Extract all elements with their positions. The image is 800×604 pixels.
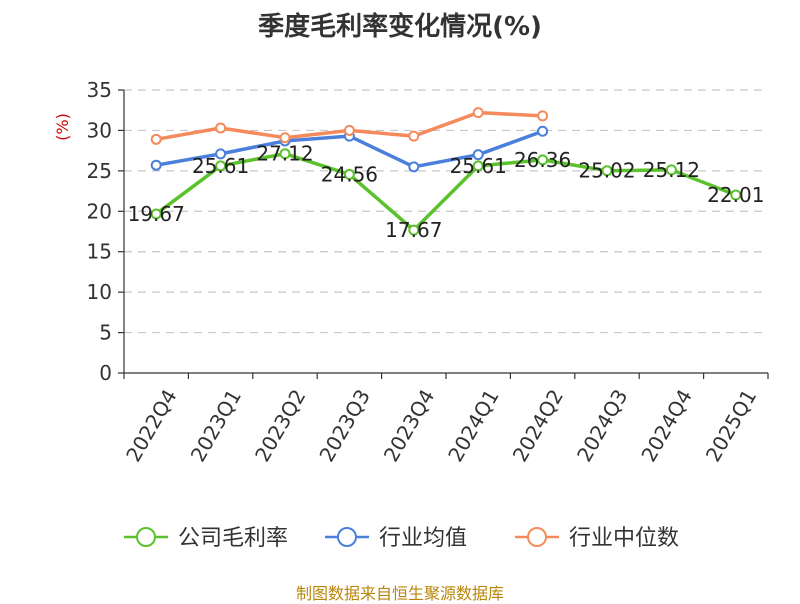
legend-item: 公司毛利率 [124,526,288,551]
data-point [408,130,420,142]
data-point [537,110,549,122]
data-label: 24.56 [321,162,378,186]
x-tick-label: 2022Q4 [121,385,181,466]
chart-title: 季度毛利率变化情况(%) [258,12,542,42]
y-tick-label: 35 [87,78,112,102]
data-point [343,168,355,180]
legend-label: 行业均值 [379,526,467,551]
x-tick-label: 2024Q1 [443,385,503,466]
data-point [215,160,227,172]
data-point [408,224,420,236]
legend-label: 公司毛利率 [178,526,288,551]
data-point [343,124,355,136]
x-tick-label: 2024Q2 [508,385,568,466]
data-point [472,149,484,161]
legend-item: 行业均值 [325,526,467,551]
data-point [537,154,549,166]
data-label: 25.02 [578,159,635,183]
source-note: 制图数据来自恒生聚源数据库 [295,584,504,603]
y-tick-label: 5 [99,321,112,345]
x-tick-label: 2024Q4 [636,385,696,466]
y-axis-label: (%) [53,113,72,141]
legend-marker [337,527,357,547]
x-tick-label: 2024Q3 [572,385,632,466]
data-point [279,148,291,160]
data-label: 17.67 [385,218,442,242]
data-label: 27.12 [256,142,313,166]
x-tick-label: 2023Q4 [379,385,439,466]
data-point [150,133,162,145]
y-tick-label: 0 [99,361,112,385]
data-point [601,165,613,177]
data-point [665,164,677,176]
legend-item: 行业中位数 [515,526,679,551]
x-tick-label: 2023Q1 [186,385,246,466]
data-label: 19.67 [128,202,185,226]
data-point [472,160,484,172]
data-label: 26.36 [514,148,571,172]
legend: 公司毛利率 行业均值 行业中位数 [124,526,679,551]
data-point [472,107,484,119]
data-label: 25.12 [643,158,700,182]
y-tick-label: 10 [87,280,112,304]
legend-marker [136,527,156,547]
data-point [279,132,291,144]
legend-label: 行业中位数 [569,526,679,551]
data-point [150,159,162,171]
data-point [730,189,742,201]
data-point [408,161,420,173]
data-point [537,125,549,137]
data-point [150,208,162,220]
y-tick-label: 30 [87,118,112,142]
data-label: 22.01 [707,183,764,207]
series-2 [150,107,549,145]
data-label: 25.61 [450,154,507,178]
y-tick-label: 20 [87,199,112,223]
x-tick-label: 2023Q3 [314,385,374,466]
data-labels: 19.67 25.61 27.12 24.56 17.67 25.61 26.36 25.02… [128,142,765,242]
x-tick-label: 2023Q2 [250,385,310,466]
data-point [215,148,227,160]
series-0 [150,148,742,236]
y-tick-label: 25 [87,159,112,183]
y-tick-label: 15 [87,240,112,264]
series-lines [150,107,742,236]
data-point [215,122,227,134]
series-line [155,151,737,232]
legend-marker [527,527,547,547]
x-tick-label: 2025Q1 [701,385,761,466]
data-label: 25.61 [192,154,249,178]
